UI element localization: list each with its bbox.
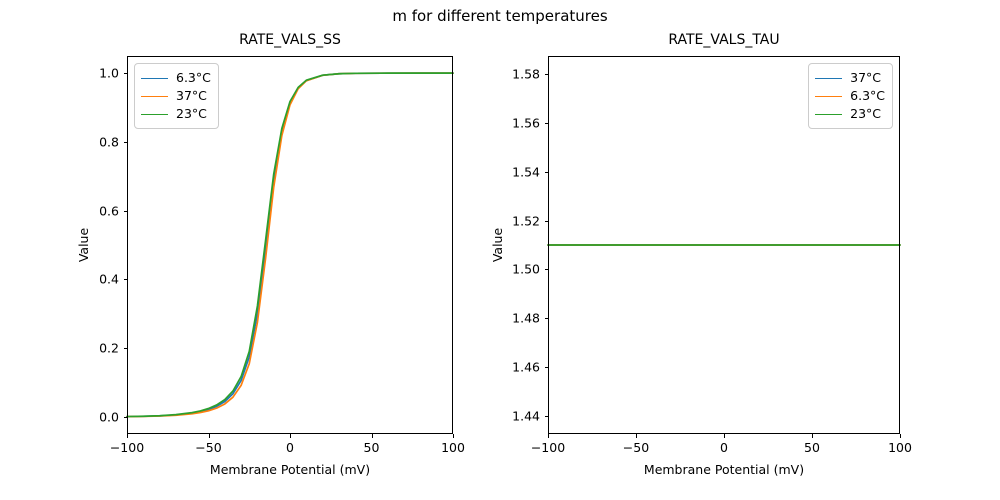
legend-label: 23°C <box>850 106 882 121</box>
y-tick-label: 0.6 <box>99 203 119 219</box>
y-tick-label: 1.52 <box>512 213 540 229</box>
legend-right[interactable]: 37°C 6.3°C 23°C <box>808 63 893 129</box>
legend-label: 37°C <box>850 70 882 85</box>
series-line <box>126 72 454 418</box>
x-tick <box>636 434 637 438</box>
xlabel-right: Membrane Potential (mV) <box>643 462 805 477</box>
y-tick <box>544 269 548 271</box>
legend-entry[interactable]: 23°C <box>815 105 885 123</box>
y-tick <box>123 279 127 281</box>
y-tick <box>544 415 548 417</box>
y-tick-label: 1.54 <box>512 164 540 180</box>
y-tick-label: 1.50 <box>512 261 540 277</box>
y-tick-label: 0.4 <box>99 271 119 287</box>
x-tick-label: −50 <box>195 440 222 455</box>
y-tick <box>544 74 548 76</box>
figure-suptitle: m for different temperatures <box>392 7 608 25</box>
legend-line-swatch <box>815 77 843 79</box>
y-tick-label: 0.8 <box>99 134 119 150</box>
x-tick <box>127 434 128 438</box>
y-tick <box>544 318 548 320</box>
y-tick <box>123 348 127 350</box>
x-tick <box>724 434 725 438</box>
y-tick <box>544 171 548 173</box>
y-tick-label: 0.2 <box>99 340 119 356</box>
ylabel-right: Value <box>489 227 505 263</box>
x-tick-label: 50 <box>804 440 820 455</box>
y-tick <box>544 123 548 125</box>
y-tick-label: 1.46 <box>512 359 540 375</box>
y-tick <box>123 210 127 212</box>
y-tick-label: 1.48 <box>512 310 540 326</box>
legend-label: 6.3°C <box>176 70 211 85</box>
x-tick <box>371 434 373 438</box>
y-tick-label: 0.0 <box>99 409 119 425</box>
x-tick-label: 100 <box>441 440 465 455</box>
legend-left[interactable]: 6.3°C 37°C 23°C <box>134 63 219 129</box>
y-tick <box>544 366 548 368</box>
legend-entry[interactable]: 37°C <box>141 87 211 105</box>
plot-area-left <box>126 72 454 418</box>
legend-line-swatch <box>815 95 843 97</box>
y-tick <box>123 73 127 75</box>
x-tick-label: 100 <box>888 440 912 455</box>
x-tick-label: 0 <box>720 440 728 455</box>
x-tick-label: 50 <box>363 440 380 455</box>
y-tick-label: 1.0 <box>99 65 119 81</box>
legend-entry[interactable]: 23°C <box>141 105 211 123</box>
y-tick-label: 1.56 <box>512 115 540 131</box>
legend-label: 37°C <box>176 88 207 103</box>
legend-label: 23°C <box>176 106 207 121</box>
plot-area-right <box>547 244 901 246</box>
ylabel-left: Value <box>76 227 92 263</box>
legend-line-swatch <box>815 113 843 115</box>
x-tick <box>812 434 813 438</box>
x-tick <box>548 434 549 438</box>
x-tick-label: −50 <box>622 440 650 455</box>
y-tick <box>123 416 127 418</box>
legend-entry[interactable]: 37°C <box>815 69 885 87</box>
x-tick <box>290 434 291 438</box>
x-tick-label: −100 <box>109 440 145 455</box>
legend-line-swatch <box>141 95 168 97</box>
axes-rate-vals-tau: RATE_VALS_TAU −100 −50 0 50 100 1.44 1.46 1.48 1… <box>490 32 912 477</box>
axes-title-right: RATE_VALS_TAU <box>668 32 780 48</box>
legend-line-swatch <box>141 77 168 79</box>
y-tick-label: 1.44 <box>512 408 540 424</box>
y-tick <box>123 141 127 143</box>
axes-title-left: RATE_VALS_SS <box>239 32 341 48</box>
xlabel-left: Membrane Potential (mV) <box>209 462 371 477</box>
legend-entry[interactable]: 6.3°C <box>141 69 211 87</box>
y-tick-label: 1.58 <box>512 66 540 82</box>
x-tick-label: −100 <box>530 440 566 455</box>
x-tick <box>208 434 210 438</box>
x-tick <box>453 434 454 438</box>
legend-entry[interactable]: 6.3°C <box>815 87 885 105</box>
legend-line-swatch <box>141 113 168 115</box>
x-tick <box>900 434 901 438</box>
x-tick-label: 0 <box>286 440 294 455</box>
axes-rate-vals-ss: RATE_VALS_SS −100 −50 0 50 100 0.0 0.2 0.4 0.6 0.… <box>76 32 465 477</box>
y-tick <box>544 220 548 222</box>
legend-label: 6.3°C <box>850 88 885 103</box>
